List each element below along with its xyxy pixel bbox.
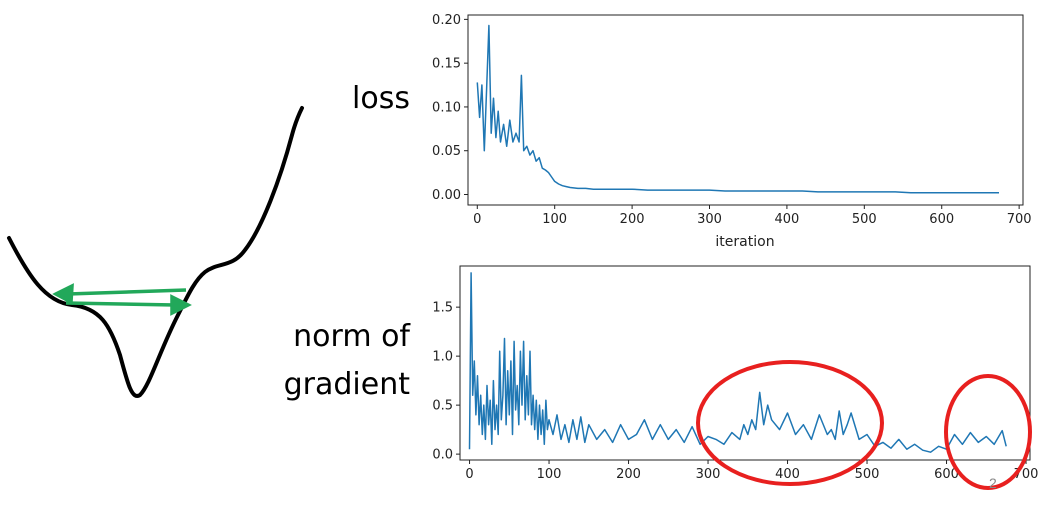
loss-y-tick-label: 0.20 (432, 13, 461, 28)
loss-x-tick-label: 300 (697, 212, 722, 227)
gradient-y-tick-label: 1.0 (432, 350, 453, 365)
loss-y-tick-label: 0.05 (432, 144, 461, 159)
gradient-series-line (468, 272, 1007, 453)
arrow-right-head (170, 294, 192, 316)
error-surface-sketch (7, 106, 304, 398)
gradient-x-tick-label: 0 (465, 467, 473, 482)
loss-x-tick-label: 100 (542, 212, 567, 227)
gradient-label-line2: gradient (283, 367, 410, 402)
loss-label: loss (352, 81, 410, 116)
gradient-y-tick-label: 0.0 (432, 448, 453, 463)
gradient-x-tick-label: 200 (616, 467, 641, 482)
loss-x-tick-label: 600 (929, 212, 954, 227)
loss-x-tick-label: 400 (774, 212, 799, 227)
gradient-label-line1: norm of (293, 319, 410, 354)
loss-x-axis-label: iteration (715, 234, 774, 250)
loss-series-line (476, 24, 999, 194)
gradient-x-tick-label: 600 (934, 467, 959, 482)
loss-x-tick-label: 500 (852, 212, 877, 227)
arrow-left-head (52, 283, 74, 305)
gradient-x-tick-label: 300 (696, 467, 721, 482)
loss-x-tick-label: 200 (620, 212, 645, 227)
gradient-y-tick-label: 1.5 (432, 301, 453, 316)
arrow-left (67, 288, 187, 296)
loss-x-tick-label: 700 (1007, 212, 1032, 227)
gradient-x-tick-label: 500 (855, 467, 880, 482)
gradient-x-tick-label: 100 (537, 467, 562, 482)
loss-x-tick-label: 0 (473, 212, 481, 227)
loss-axis-ticks: 0 100 200 300 400 500 600 700 0.00 0.05 0.10 0.15 0.… (432, 13, 1031, 227)
error-surface-curve (7, 106, 304, 398)
oscillation-arrows (52, 283, 192, 316)
loss-chart: 0 100 200 300 400 500 600 700 0.00 0.05 0.10 0.15 0.… (432, 13, 1031, 250)
loss-y-tick-label: 0.15 (432, 57, 461, 72)
highlight-ellipse-middle (696, 360, 884, 486)
arrow-right (65, 301, 176, 307)
loss-y-tick-label: 0.10 (432, 100, 461, 115)
gradient-y-tick-label: 0.5 (432, 399, 453, 414)
gradient-x-tick-label: 400 (775, 467, 800, 482)
highlight-ellipse-right (944, 374, 1032, 490)
page-number: 2 (989, 475, 997, 491)
loss-y-tick-label: 0.00 (432, 188, 461, 203)
loss-plot-frame (467, 14, 1024, 206)
